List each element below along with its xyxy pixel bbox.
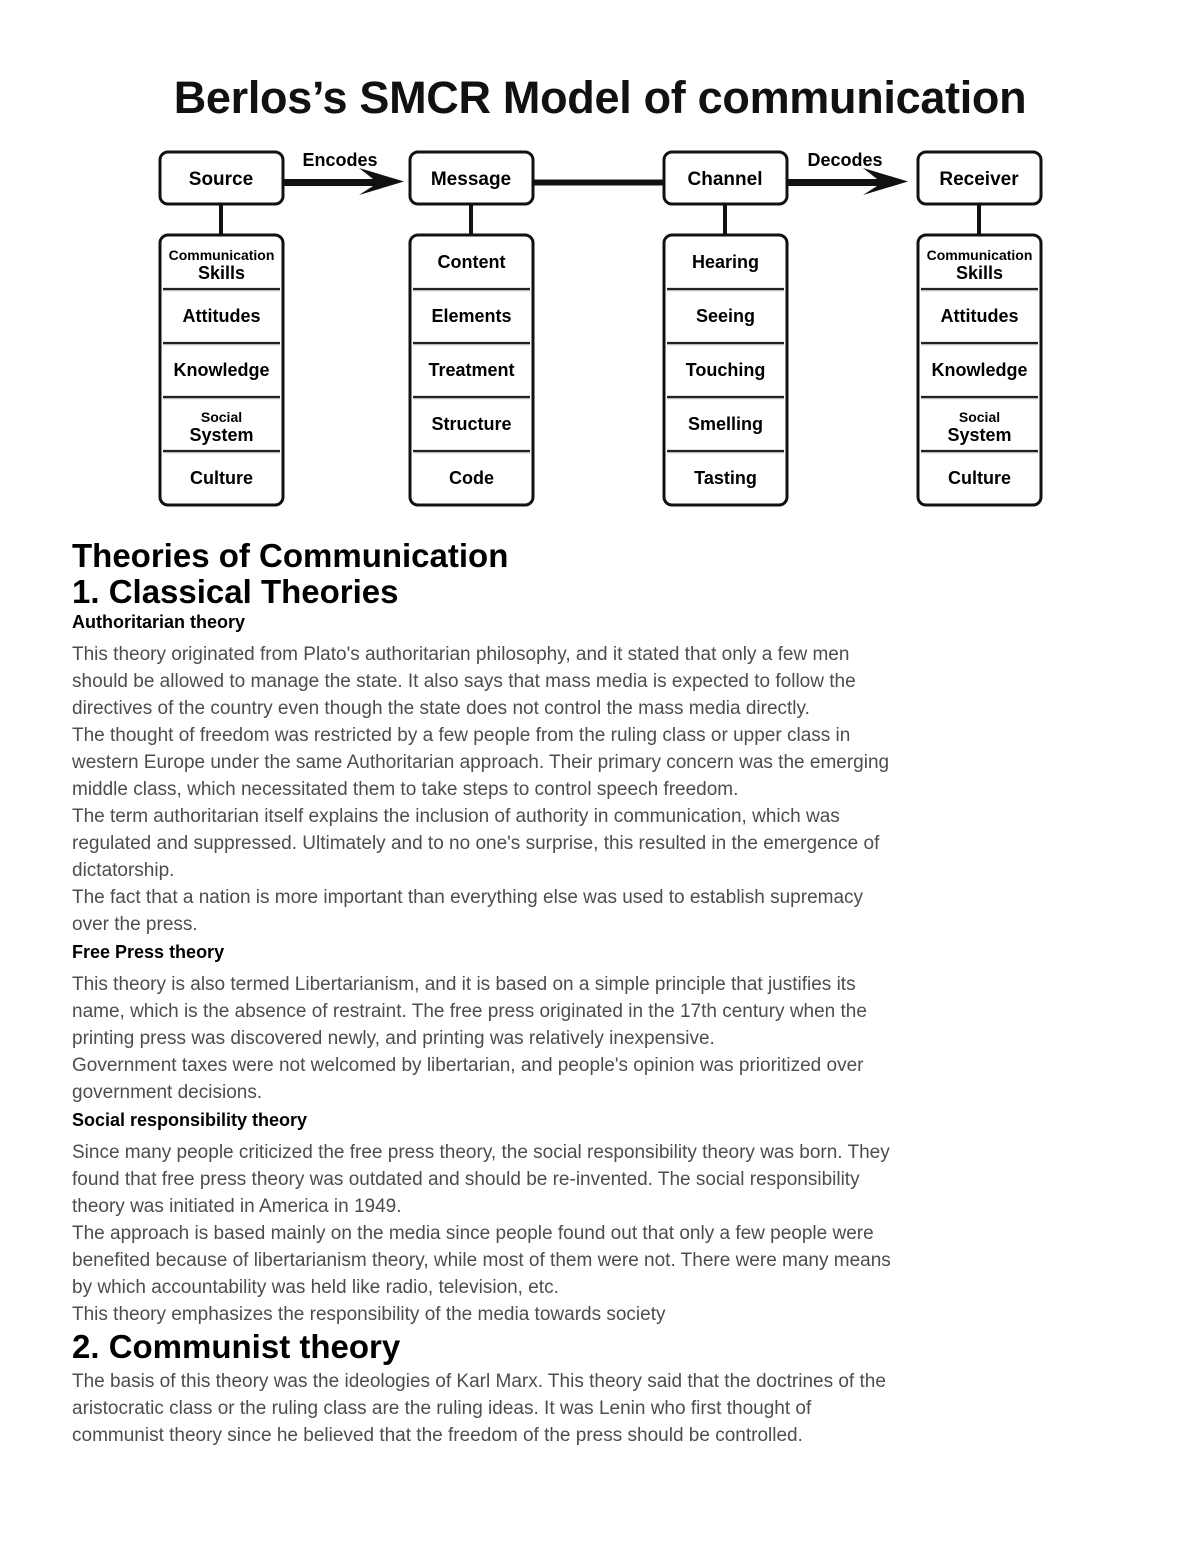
- svg-text:System: System: [947, 425, 1011, 445]
- svg-text:Knowledge: Knowledge: [931, 360, 1027, 380]
- svg-text:Content: Content: [438, 252, 506, 272]
- svg-text:Encodes: Encodes: [302, 150, 377, 170]
- svg-text:Smelling: Smelling: [688, 414, 763, 434]
- svg-text:Communication: Communication: [169, 247, 275, 263]
- svg-text:Source: Source: [189, 169, 253, 190]
- svg-text:Elements: Elements: [431, 306, 511, 326]
- svg-text:Message: Message: [431, 169, 511, 190]
- svg-text:Communication: Communication: [927, 247, 1033, 263]
- svg-text:System: System: [189, 425, 253, 445]
- svg-text:Code: Code: [449, 468, 494, 488]
- svg-text:Tasting: Tasting: [694, 468, 757, 488]
- svg-text:Social: Social: [201, 409, 242, 425]
- svg-text:Social: Social: [959, 409, 1000, 425]
- svg-text:Seeing: Seeing: [696, 306, 755, 326]
- svg-text:Knowledge: Knowledge: [173, 360, 269, 380]
- svg-text:Culture: Culture: [948, 468, 1011, 488]
- svg-text:Touching: Touching: [686, 360, 766, 380]
- svg-text:Hearing: Hearing: [692, 252, 759, 272]
- svg-text:Attitudes: Attitudes: [941, 306, 1019, 326]
- svg-text:Attitudes: Attitudes: [183, 306, 261, 326]
- svg-text:Decodes: Decodes: [807, 150, 882, 170]
- svg-text:Receiver: Receiver: [939, 169, 1019, 190]
- svg-text:Treatment: Treatment: [428, 360, 514, 380]
- svg-text:Channel: Channel: [688, 169, 763, 190]
- svg-text:Structure: Structure: [431, 414, 511, 434]
- svg-text:Culture: Culture: [190, 468, 253, 488]
- svg-text:Skills: Skills: [198, 263, 245, 283]
- svg-text:Skills: Skills: [956, 263, 1003, 283]
